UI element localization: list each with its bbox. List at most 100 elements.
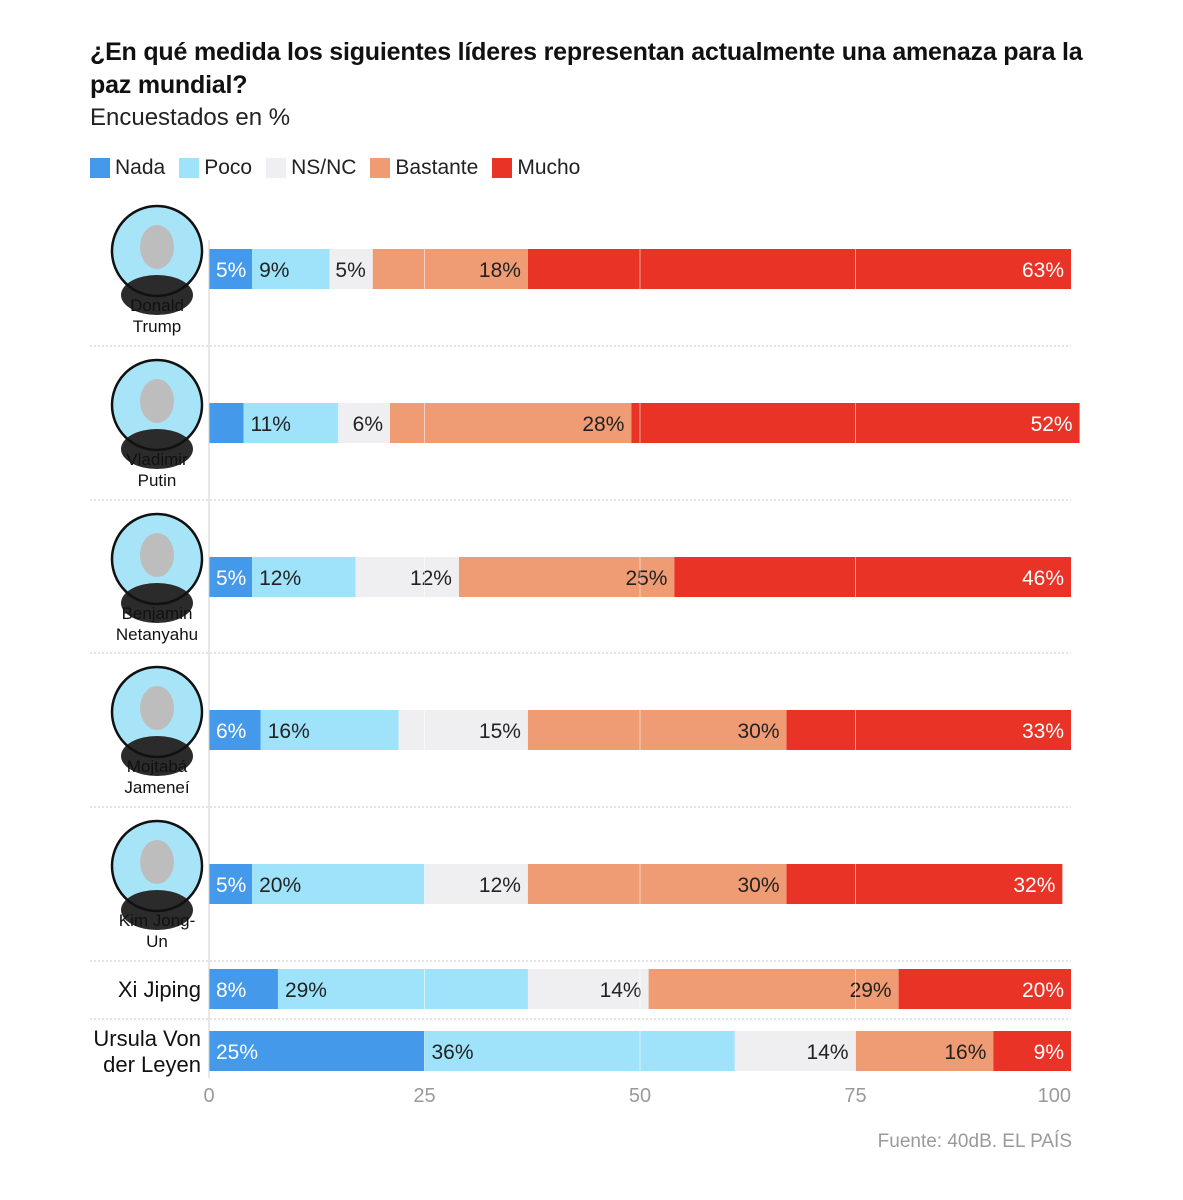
data-label: 36% xyxy=(432,1041,474,1064)
legend-label: Nada xyxy=(115,156,166,179)
data-label: 25% xyxy=(216,1041,258,1064)
data-label: 12% xyxy=(479,874,521,897)
legend-item-nada: Nada xyxy=(90,156,165,180)
data-label: 18% xyxy=(479,259,521,282)
category-label: Trump xyxy=(133,317,182,336)
data-label: 11% xyxy=(250,413,290,436)
category-label: der Leyen xyxy=(103,1052,201,1077)
category-label: Xi Jiping xyxy=(118,977,201,1002)
bar-segment-poco xyxy=(252,864,425,904)
bar-segment-bastante xyxy=(855,1031,994,1071)
chart-title: ¿En qué medida los siguientes líderes re… xyxy=(90,38,1083,99)
legend-item-bastante: Bastante xyxy=(370,156,478,180)
data-label: 63% xyxy=(1022,259,1064,282)
legend-label: Bastante xyxy=(395,156,479,179)
bar-segment-ns-nc xyxy=(355,557,459,597)
category-label: Putin xyxy=(138,471,177,490)
category-label: Mojtabá xyxy=(127,757,188,776)
bar-segment-bastante xyxy=(458,557,675,597)
leader-portrait xyxy=(110,512,204,623)
x-tick-label: 50 xyxy=(629,1085,651,1107)
data-label: 30% xyxy=(738,720,780,743)
legend-label: NS/NC xyxy=(291,156,357,179)
bar-segment-bastante xyxy=(527,864,787,904)
bar-segment-mucho xyxy=(786,710,1071,750)
legend-swatch xyxy=(90,158,110,178)
bar-segment-nada xyxy=(209,403,244,443)
data-label: 9% xyxy=(1034,1041,1064,1064)
data-label: 12% xyxy=(259,567,301,590)
bar-segment-nada xyxy=(209,249,253,289)
legend-swatch xyxy=(492,158,513,178)
bar-row: 6% 16% 15% 30% 33% xyxy=(209,710,1071,750)
category-label: Jameneí xyxy=(124,778,189,797)
bar-segment-ns-nc xyxy=(338,403,391,443)
data-label: 33% xyxy=(1022,720,1064,743)
bar-segment-mucho xyxy=(527,249,1071,289)
data-label: 20% xyxy=(1022,979,1064,1002)
x-tick-label: 75 xyxy=(844,1085,866,1107)
bar-segment-mucho xyxy=(993,1031,1071,1071)
bar-segment-bastante xyxy=(527,710,787,750)
bar-segment-nada xyxy=(209,710,261,750)
bar-segment-poco xyxy=(277,969,528,1009)
bar-segment-mucho xyxy=(898,969,1071,1009)
category-label: Ursula Von xyxy=(93,1026,201,1051)
category-label: Kim Jong- xyxy=(119,911,196,930)
x-tick-label: 25 xyxy=(413,1085,435,1107)
bar-segment-poco xyxy=(424,1031,735,1071)
bar-row: 8% 29% 14% 29% 20% xyxy=(209,969,1071,1009)
bar-segment-ns-nc xyxy=(734,1031,856,1071)
legend-label: Mucho xyxy=(517,156,581,179)
legend-swatch xyxy=(370,158,391,178)
data-label: 16% xyxy=(268,720,310,743)
data-label: 25% xyxy=(625,567,667,590)
bar-segment-mucho xyxy=(674,557,1071,597)
x-tick-label: 0 xyxy=(203,1085,214,1107)
category-label: Donald xyxy=(130,296,184,315)
leader-portrait xyxy=(110,665,204,776)
bar-segment-ns-nc xyxy=(398,710,528,750)
bar-row: 5% 20% 12% 30% 32% xyxy=(209,864,1063,904)
data-label: 8% xyxy=(216,979,246,1002)
legend: Nada Poco NS/NC Bastante Mucho xyxy=(90,153,594,183)
bar-row: 5% 9% 5% 18% 63% xyxy=(209,249,1071,289)
data-label: 5% xyxy=(335,259,365,282)
legend-item-ns-nc: NS/NC xyxy=(266,156,356,180)
data-label: 14% xyxy=(600,979,642,1002)
legend-label: Poco xyxy=(204,156,253,179)
bar-segment-nada xyxy=(209,969,278,1009)
data-label: 12% xyxy=(410,567,452,590)
bar-row: 5% 12% 12% 25% 46% xyxy=(209,557,1071,597)
leader-portrait xyxy=(110,204,204,315)
bar-segment-nada xyxy=(209,1031,425,1071)
bar-segment-bastante xyxy=(390,403,632,443)
data-label: 6% xyxy=(216,720,246,743)
data-label: 32% xyxy=(1013,874,1055,897)
category-label: Vladimir xyxy=(126,450,188,469)
leader-portrait xyxy=(110,358,204,469)
data-label: 6% xyxy=(353,413,383,436)
data-label: 16% xyxy=(944,1041,986,1064)
bar-segment-mucho xyxy=(786,864,1063,904)
data-label: 14% xyxy=(806,1041,848,1064)
bar-segment-nada xyxy=(209,557,253,597)
category-label: Netanyahu xyxy=(116,625,198,644)
data-label: 5% xyxy=(216,874,246,897)
bar-segment-bastante xyxy=(372,249,528,289)
data-label: 29% xyxy=(850,979,892,1002)
bar-segment-ns-nc xyxy=(424,864,528,904)
legend-swatch xyxy=(179,158,200,178)
bar-segment-poco xyxy=(260,710,399,750)
bar-row: 25% 36% 14% 16% 9% xyxy=(209,1031,1071,1071)
category-label: Un xyxy=(146,932,168,951)
data-label: 15% xyxy=(479,720,521,743)
bar-row: 11% 6% 28% 52% xyxy=(209,403,1080,443)
category-label: Benjamin xyxy=(122,604,193,623)
data-label: 52% xyxy=(1031,413,1073,436)
bar-segment-ns-nc xyxy=(329,249,373,289)
bar-segment-ns-nc xyxy=(527,969,649,1009)
data-label: 9% xyxy=(259,259,289,282)
bar-segment-poco xyxy=(252,557,356,597)
